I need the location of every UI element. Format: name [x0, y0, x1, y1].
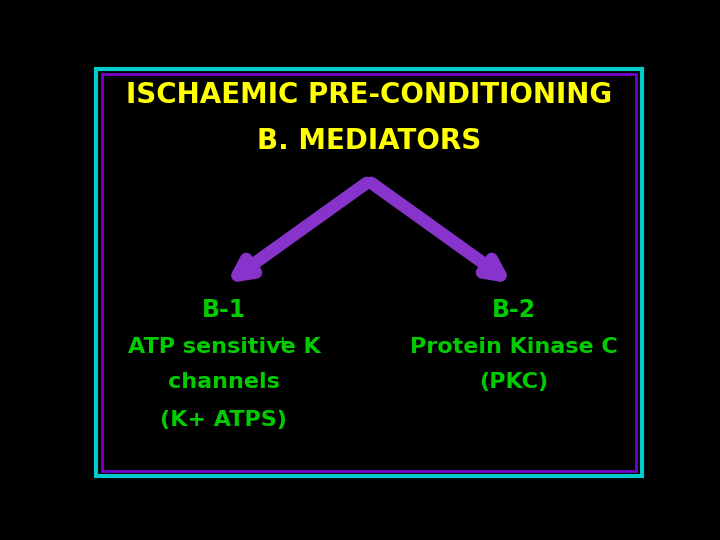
Text: B-2: B-2: [492, 298, 536, 322]
Text: channels: channels: [168, 373, 280, 393]
Text: (K+ ATPS): (K+ ATPS): [161, 410, 287, 430]
Text: B. MEDIATORS: B. MEDIATORS: [257, 127, 481, 155]
Text: (PKC): (PKC): [480, 373, 549, 393]
Text: ISCHAEMIC PRE-CONDITIONING: ISCHAEMIC PRE-CONDITIONING: [126, 82, 612, 110]
Text: B-1: B-1: [202, 298, 246, 322]
Text: Protein Kinase C: Protein Kinase C: [410, 337, 618, 357]
Text: +: +: [277, 335, 289, 349]
Text: ATP sensitive K: ATP sensitive K: [127, 337, 320, 357]
